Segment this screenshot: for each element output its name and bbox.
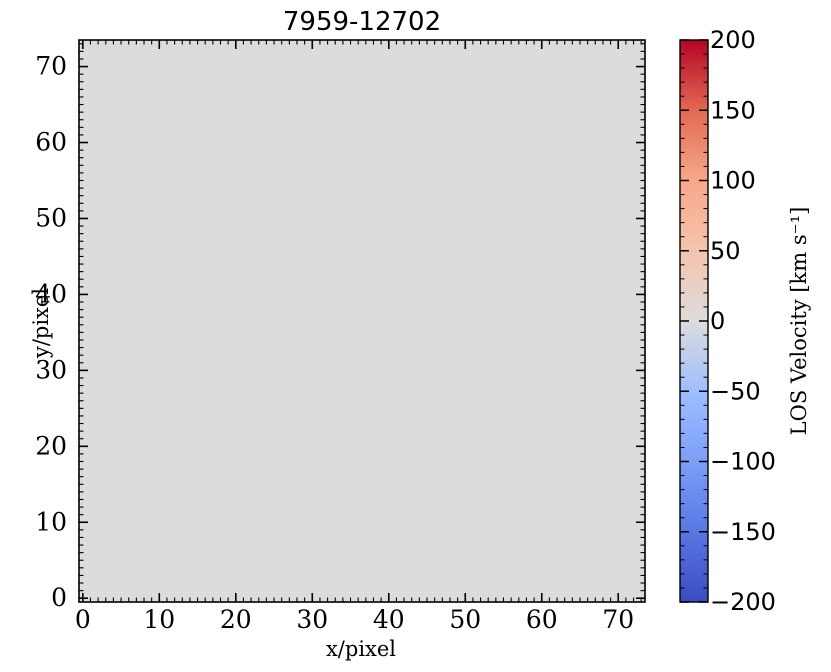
colorbar-tick-label: −150 <box>710 518 776 546</box>
colorbar-tick-label: 100 <box>710 167 756 195</box>
colorbar-ticks: 200 150 100 50 0 −50 −100 −150 −200 <box>680 26 776 616</box>
colorbar-tick-label: −100 <box>710 448 776 476</box>
plot-frame <box>78 39 646 603</box>
x-tick-label: 0 <box>75 605 91 634</box>
colorbar-title: LOS Velocity [km s⁻¹] <box>787 207 811 436</box>
y-tick-label: 70 <box>35 52 67 81</box>
y-tick-label: 50 <box>35 203 67 232</box>
x-axis-title: x/pixel <box>326 637 396 661</box>
colorbar-tick-label: −50 <box>710 377 761 405</box>
x-tick-label: 10 <box>143 605 175 634</box>
colorbar-title-group: LOS Velocity [km s⁻¹] <box>787 207 811 436</box>
y-tick-label: 0 <box>51 583 67 612</box>
x-tick-label: 70 <box>602 605 634 634</box>
colorbar-tick-label: −200 <box>710 588 776 616</box>
chart-title: 7959-12702 <box>283 7 441 37</box>
y-tick-label: 40 <box>35 279 67 308</box>
y-axis-ticks: 0 10 20 30 40 50 60 70 <box>35 43 645 612</box>
x-tick-label: 40 <box>373 605 405 634</box>
colorbar-tick-label: 150 <box>710 96 756 124</box>
x-tick-label: 60 <box>526 605 558 634</box>
x-tick-label: 30 <box>296 605 328 634</box>
plot-background <box>79 40 645 602</box>
y-axis-title: y/pixel <box>29 288 53 359</box>
plot-area: 0 10 20 30 40 50 60 70 0 10 20 30 40 50 60 70 <box>35 39 646 634</box>
x-tick-label: 20 <box>220 605 252 634</box>
y-tick-label: 10 <box>35 507 67 536</box>
y-tick-label: 20 <box>35 431 67 460</box>
x-tick-label: 50 <box>449 605 481 634</box>
colorbar-tick-label: 200 <box>710 26 756 54</box>
y-tick-label: 60 <box>35 128 67 157</box>
x-axis-ticks: 0 10 20 30 40 50 60 70 <box>75 40 642 634</box>
y-axis-title-group: y/pixel <box>29 288 53 359</box>
colorbar-tick-label: 0 <box>710 307 725 335</box>
colorbar: 200 150 100 50 0 −50 −100 −150 −200 <box>679 26 776 616</box>
y-tick-label: 30 <box>35 355 67 384</box>
colorbar-tick-label: 50 <box>710 237 741 265</box>
